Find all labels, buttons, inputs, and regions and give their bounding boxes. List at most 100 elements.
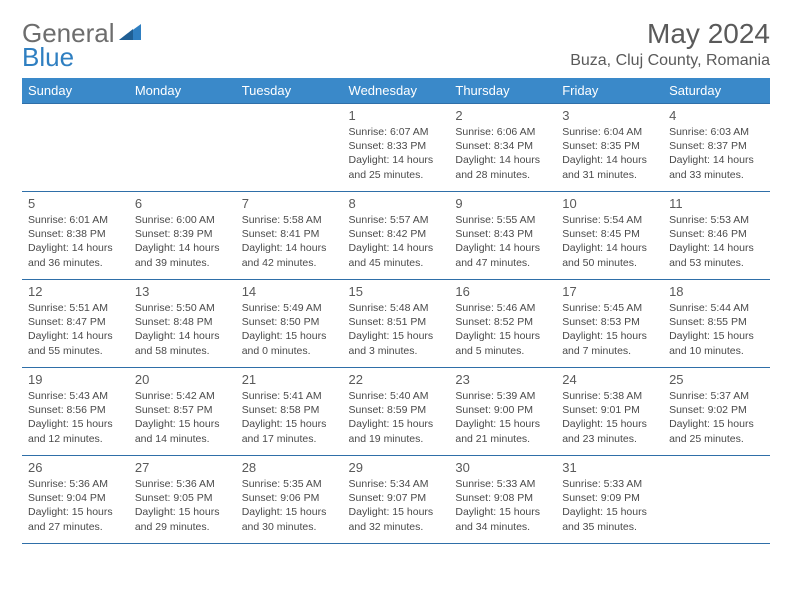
day-info: Sunrise: 5:54 AMSunset: 8:45 PMDaylight:… [562,213,657,270]
day-info: Sunrise: 5:43 AMSunset: 8:56 PMDaylight:… [28,389,123,446]
calendar-day-cell: 16 Sunrise: 5:46 AMSunset: 8:52 PMDayligh… [449,280,556,368]
weekday-header: Tuesday [236,78,343,104]
day-info: Sunrise: 5:33 AMSunset: 9:08 PMDaylight:… [455,477,550,534]
day-number: 28 [242,460,337,475]
day-info: Sunrise: 5:38 AMSunset: 9:01 PMDaylight:… [562,389,657,446]
day-number: 22 [349,372,444,387]
calendar-week-row: 12Sunrise: 5:51 AMSunset: 8:47 PMDayligh… [22,280,770,368]
weekday-header: Monday [129,78,236,104]
day-info: Sunrise: 5:45 AMSunset: 8:53 PMDaylight:… [562,301,657,358]
calendar-day-cell: 3Sunrise: 6:04 AMSunset: 8:35 PMDaylight… [556,104,663,192]
calendar-day-cell: 25 Sunrise: 5:37 AMSunset: 9:02 PMDayligh… [663,368,770,456]
page-header: General May 2024 Buza, Cluj County, Roma… [22,18,770,70]
day-number: 19 [28,372,123,387]
day-number: 27 [135,460,230,475]
calendar-day-cell: 22 Sunrise: 5:40 AMSunset: 8:59 PMDayligh… [343,368,450,456]
day-number: 7 [242,196,337,211]
calendar-day-cell: 14Sunrise: 5:49 AMSunset: 8:50 PMDayligh… [236,280,343,368]
calendar-day-cell: 6 Sunrise: 6:00 AMSunset: 8:39 PMDaylight… [129,192,236,280]
calendar-day-cell: 30Sunrise: 5:33 AMSunset: 9:08 PMDayligh… [449,456,556,544]
calendar-day-cell [236,104,343,192]
brand-text-2: Blue [22,42,74,72]
day-number: 13 [135,284,230,299]
day-info: Sunrise: 5:37 AMSunset: 9:02 PMDaylight:… [669,389,764,446]
day-number: 5 [28,196,123,211]
calendar-day-cell: 20Sunrise: 5:42 AMSunset: 8:57 PMDayligh… [129,368,236,456]
weekday-header: Sunday [22,78,129,104]
calendar-day-cell: 31 Sunrise: 5:33 AMSunset: 9:09 PMDayligh… [556,456,663,544]
day-number: 11 [669,196,764,211]
calendar-day-cell: 17 Sunrise: 5:45 AMSunset: 8:53 PMDayligh… [556,280,663,368]
day-number: 15 [349,284,444,299]
day-info: Sunrise: 5:41 AMSunset: 8:58 PMDaylight:… [242,389,337,446]
day-info: Sunrise: 5:40 AMSunset: 8:59 PMDaylight:… [349,389,444,446]
weekday-header: Thursday [449,78,556,104]
day-number: 31 [562,460,657,475]
day-info: Sunrise: 5:53 AMSunset: 8:46 PMDaylight:… [669,213,764,270]
calendar-week-row: 1 Sunrise: 6:07 AMSunset: 8:33 PMDaylight… [22,104,770,192]
weekday-header: Saturday [663,78,770,104]
calendar-day-cell: 2Sunrise: 6:06 AMSunset: 8:34 PMDaylight… [449,104,556,192]
day-info: Sunrise: 5:58 AMSunset: 8:41 PMDaylight:… [242,213,337,270]
weekday-header: Friday [556,78,663,104]
day-info: Sunrise: 5:33 AMSunset: 9:09 PMDaylight:… [562,477,657,534]
day-info: Sunrise: 5:44 AMSunset: 8:55 PMDaylight:… [669,301,764,358]
calendar-day-cell: 23 Sunrise: 5:39 AMSunset: 9:00 PMDayligh… [449,368,556,456]
calendar-day-cell: 19 Sunrise: 5:43 AMSunset: 8:56 PMDayligh… [22,368,129,456]
calendar-day-cell: 29 Sunrise: 5:34 AMSunset: 9:07 PMDayligh… [343,456,450,544]
location-text: Buza, Cluj County, Romania [570,52,770,70]
calendar-day-cell [129,104,236,192]
day-number: 18 [669,284,764,299]
day-number: 6 [135,196,230,211]
day-info: Sunrise: 5:36 AMSunset: 9:04 PMDaylight:… [28,477,123,534]
day-number: 24 [562,372,657,387]
day-number: 1 [349,108,444,123]
day-number: 26 [28,460,123,475]
calendar-day-cell: 9 Sunrise: 5:55 AMSunset: 8:43 PMDaylight… [449,192,556,280]
day-info: Sunrise: 6:07 AMSunset: 8:33 PMDaylight:… [349,125,444,182]
calendar-day-cell: 12Sunrise: 5:51 AMSunset: 8:47 PMDayligh… [22,280,129,368]
day-info: Sunrise: 5:55 AMSunset: 8:43 PMDaylight:… [455,213,550,270]
calendar-day-cell: 18 Sunrise: 5:44 AMSunset: 8:55 PMDayligh… [663,280,770,368]
day-info: Sunrise: 6:03 AMSunset: 8:37 PMDaylight:… [669,125,764,182]
weekday-header: Wednesday [343,78,450,104]
day-info: Sunrise: 5:34 AMSunset: 9:07 PMDaylight:… [349,477,444,534]
title-block: May 2024 Buza, Cluj County, Romania [570,18,770,70]
day-number: 10 [562,196,657,211]
day-info: Sunrise: 5:42 AMSunset: 8:57 PMDaylight:… [135,389,230,446]
calendar-day-cell: 15 Sunrise: 5:48 AMSunset: 8:51 PMDayligh… [343,280,450,368]
calendar-day-cell: 28Sunrise: 5:35 AMSunset: 9:06 PMDayligh… [236,456,343,544]
day-number: 21 [242,372,337,387]
weekday-header-row: SundayMondayTuesdayWednesdayThursdayFrid… [22,78,770,104]
day-info: Sunrise: 5:50 AMSunset: 8:48 PMDaylight:… [135,301,230,358]
calendar-day-cell [22,104,129,192]
calendar-table: SundayMondayTuesdayWednesdayThursdayFrid… [22,78,770,544]
calendar-day-cell: 21 Sunrise: 5:41 AMSunset: 8:58 PMDayligh… [236,368,343,456]
calendar-day-cell: 5Sunrise: 6:01 AMSunset: 8:38 PMDaylight… [22,192,129,280]
calendar-day-cell: 4 Sunrise: 6:03 AMSunset: 8:37 PMDaylight… [663,104,770,192]
calendar-day-cell: 27 Sunrise: 5:36 AMSunset: 9:05 PMDayligh… [129,456,236,544]
day-info: Sunrise: 5:39 AMSunset: 9:00 PMDaylight:… [455,389,550,446]
day-number: 25 [669,372,764,387]
day-info: Sunrise: 5:57 AMSunset: 8:42 PMDaylight:… [349,213,444,270]
calendar-day-cell: 26 Sunrise: 5:36 AMSunset: 9:04 PMDayligh… [22,456,129,544]
brand-triangle-icon [119,22,141,40]
day-info: Sunrise: 6:04 AMSunset: 8:35 PMDaylight:… [562,125,657,182]
day-number: 29 [349,460,444,475]
month-title: May 2024 [570,18,770,50]
day-info: Sunrise: 6:00 AMSunset: 8:39 PMDaylight:… [135,213,230,270]
day-info: Sunrise: 5:46 AMSunset: 8:52 PMDaylight:… [455,301,550,358]
day-info: Sunrise: 5:51 AMSunset: 8:47 PMDaylight:… [28,301,123,358]
calendar-day-cell: 1 Sunrise: 6:07 AMSunset: 8:33 PMDaylight… [343,104,450,192]
calendar-week-row: 5Sunrise: 6:01 AMSunset: 8:38 PMDaylight… [22,192,770,280]
day-number: 16 [455,284,550,299]
day-number: 23 [455,372,550,387]
day-info: Sunrise: 5:48 AMSunset: 8:51 PMDaylight:… [349,301,444,358]
day-number: 4 [669,108,764,123]
brand-line2: Blue [22,42,74,73]
day-number: 14 [242,284,337,299]
day-number: 9 [455,196,550,211]
calendar-day-cell: 11 Sunrise: 5:53 AMSunset: 8:46 PMDayligh… [663,192,770,280]
day-number: 17 [562,284,657,299]
day-info: Sunrise: 5:36 AMSunset: 9:05 PMDaylight:… [135,477,230,534]
